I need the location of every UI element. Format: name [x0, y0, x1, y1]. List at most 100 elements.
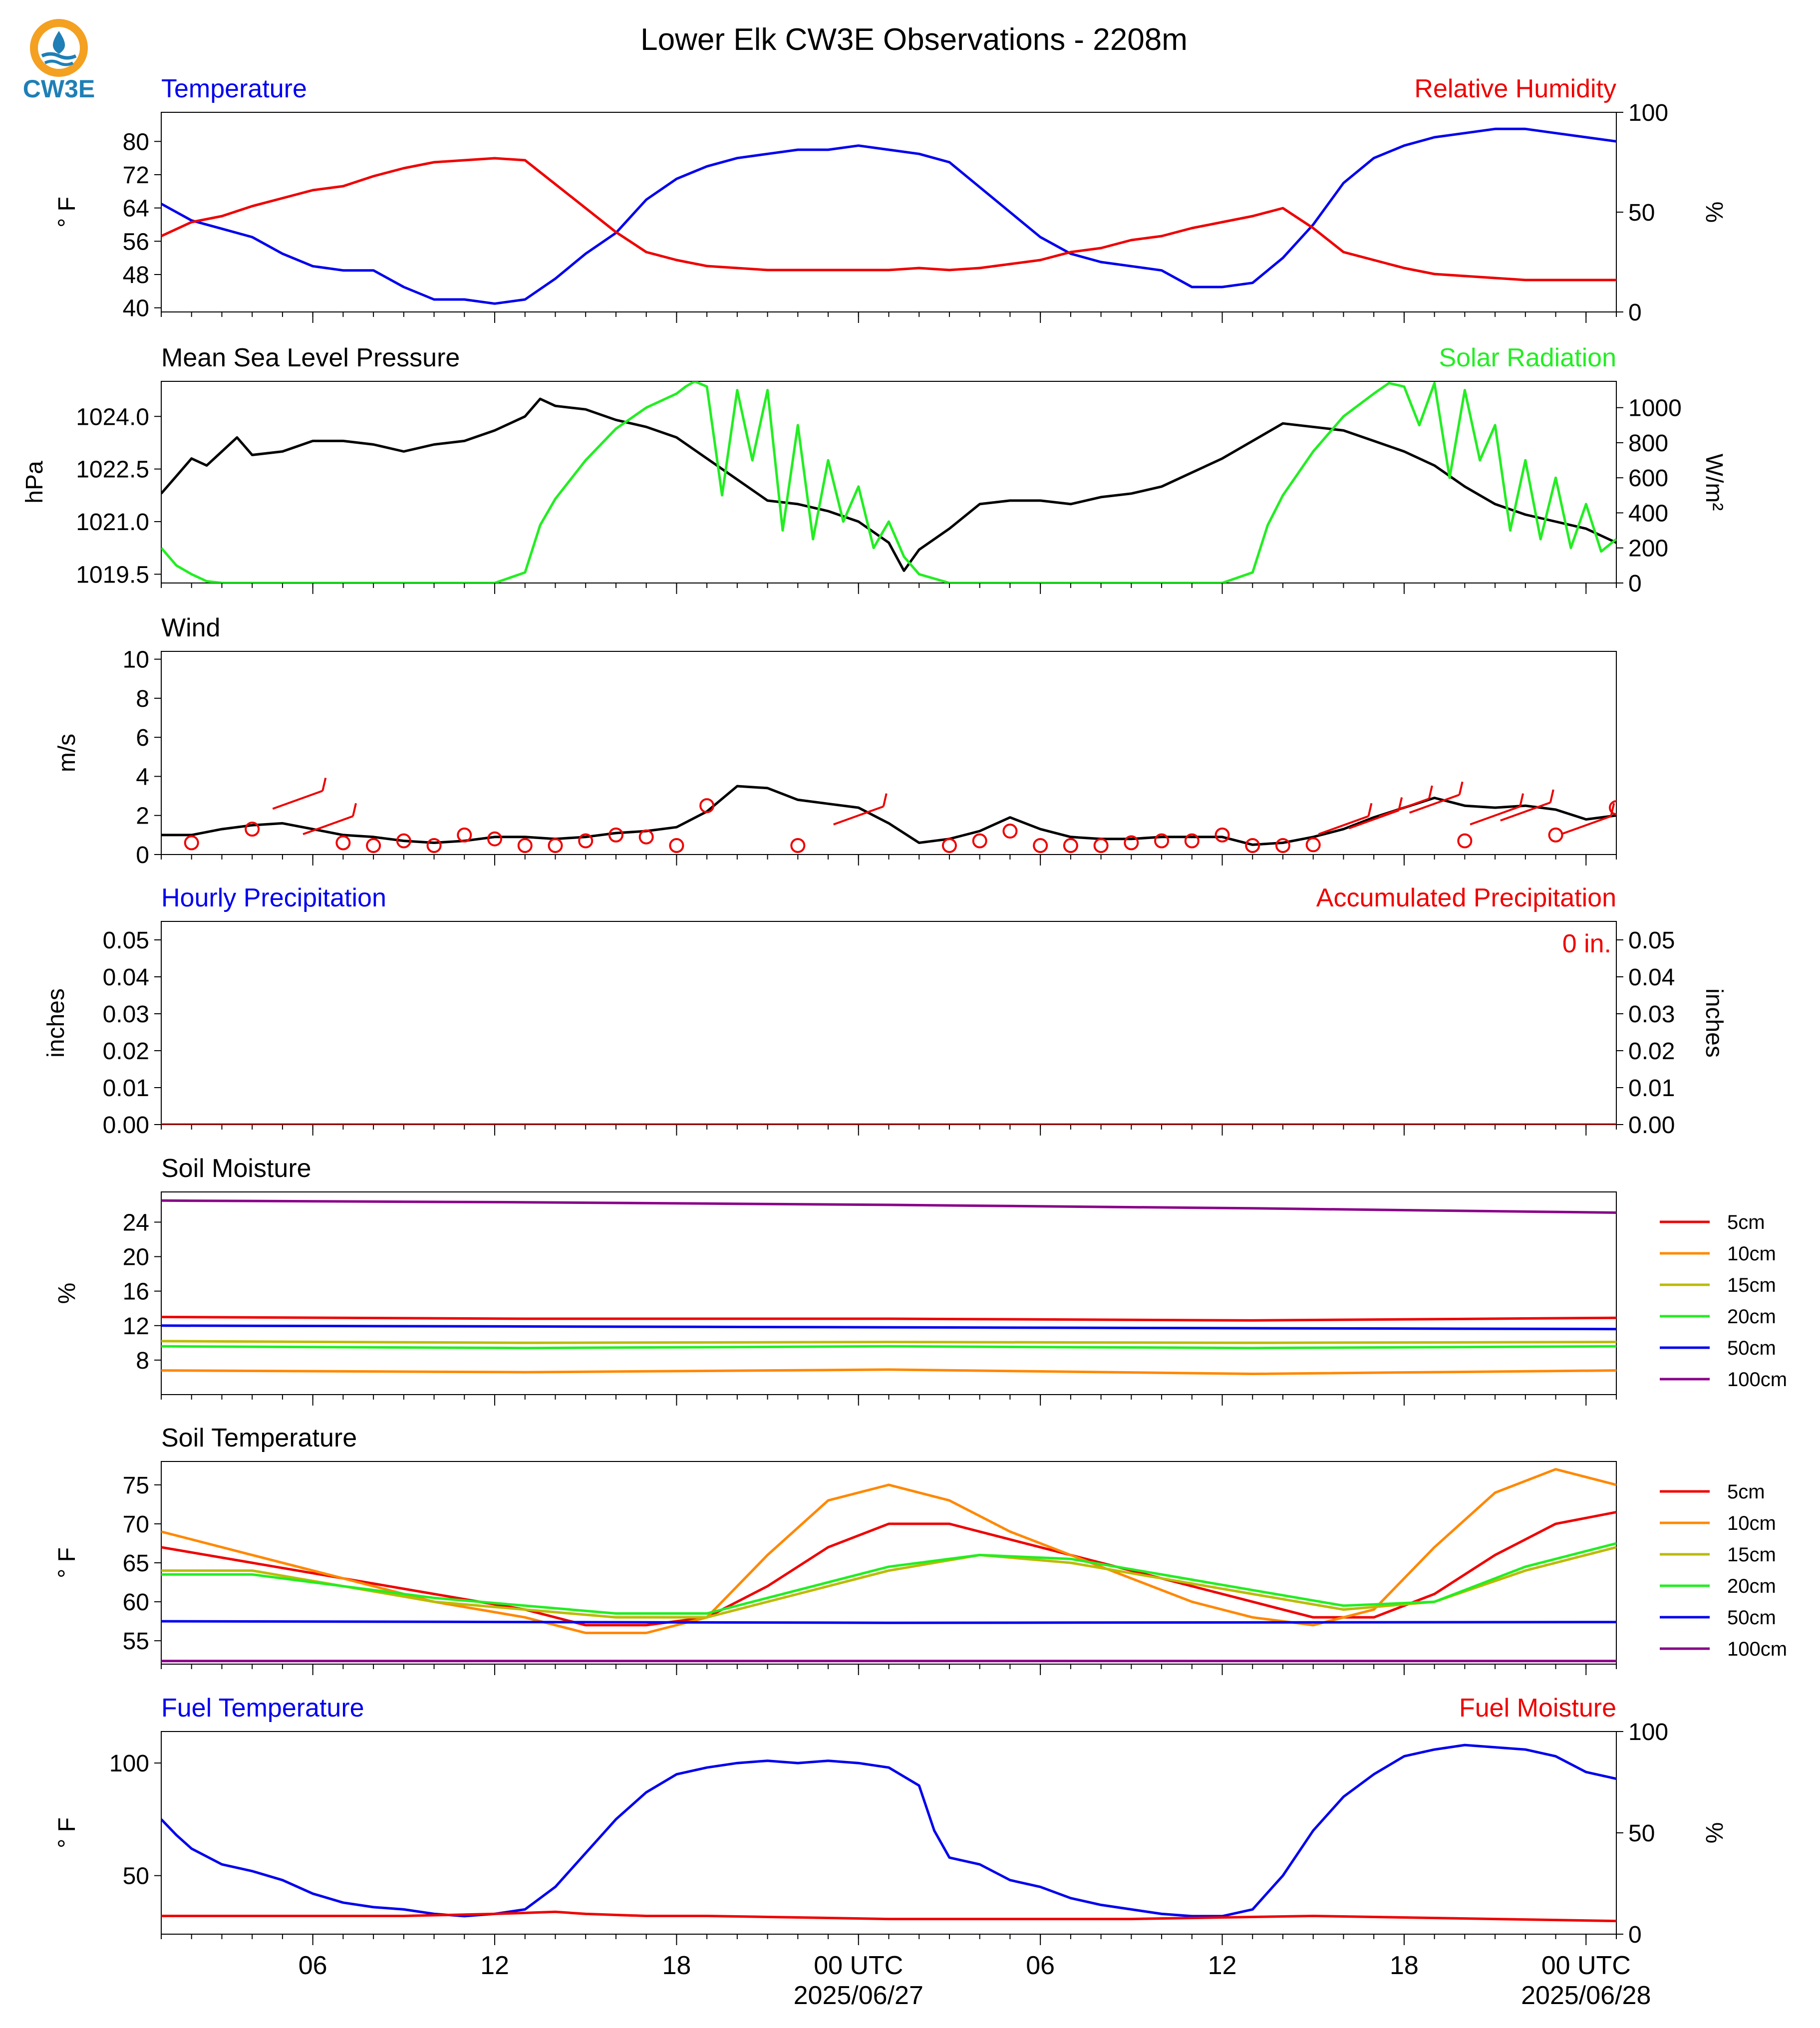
y-tick-label: 100 [109, 1750, 149, 1777]
y-tick-label-right: 600 [1628, 465, 1668, 492]
wind-barb-flag [1519, 793, 1524, 807]
wind-calm-circle [1305, 837, 1321, 853]
x-tick-label: 18 [1390, 1951, 1419, 1980]
series-group [161, 1199, 1616, 1375]
panel-title-right: Fuel Moisture [1459, 1694, 1616, 1723]
y-tick-label: 75 [123, 1472, 149, 1499]
series-group [161, 777, 1616, 853]
y-tick-label: 56 [123, 229, 149, 255]
wind-barb-shaft [303, 815, 353, 836]
plot-frame [161, 381, 1617, 583]
series-line-solar-radiation [161, 381, 1616, 583]
y-tick-label: 60 [123, 1589, 149, 1616]
wind-barb-shaft [1409, 794, 1460, 814]
plot-frame [161, 1731, 1617, 1935]
y-tick-label-right: 50 [1628, 1820, 1655, 1847]
series-line-20cm [161, 1542, 1616, 1615]
legend-label: 50cm [1727, 1607, 1776, 1629]
series-line-relative-humidity [161, 157, 1616, 282]
legend-label: 100cm [1727, 1638, 1787, 1660]
wind-calm-circle [457, 827, 472, 843]
wind-barb-flag [1549, 789, 1554, 803]
y-tick-label: 24 [123, 1209, 149, 1236]
y-tick-label: 1024.0 [76, 404, 149, 430]
series-group [161, 1743, 1616, 1923]
y-axis-label-right: W/m² [1701, 454, 1727, 511]
series-line-wind [161, 785, 1616, 846]
wind-barb-flag [1367, 803, 1373, 817]
series-line-5cm [161, 1511, 1616, 1627]
legend-label: 50cm [1727, 1337, 1776, 1359]
wind-calm-circle [517, 838, 533, 853]
wind-calm-circle [1154, 833, 1170, 849]
wind-calm-circle [1184, 833, 1200, 849]
y-tick-label: 40 [123, 295, 149, 322]
y-tick-label: 6 [136, 725, 149, 751]
series-line-5cm [161, 1316, 1616, 1322]
panel-title-left: Hourly Precipitation [161, 883, 386, 912]
y-tick-label-right: 0.03 [1628, 1001, 1675, 1028]
y-tick-label: 12 [123, 1313, 149, 1340]
y-tick-label: 1022.5 [76, 457, 149, 483]
plot-frame [161, 1461, 1617, 1665]
legend-label: 100cm [1727, 1369, 1787, 1391]
y-tick-label: 0.03 [103, 1001, 149, 1028]
y-tick-label: 2 [136, 803, 149, 830]
y-axis-label-right: % [1701, 202, 1727, 223]
wind-barb-shaft [1470, 805, 1520, 826]
wind-calm-circle [790, 838, 806, 853]
y-tick-label: 65 [123, 1550, 149, 1577]
wind-calm-circle [426, 838, 442, 853]
plot-frame [161, 921, 1617, 1125]
wind-barb-shaft [1318, 815, 1369, 836]
series-line-100cm [161, 1199, 1616, 1214]
series-group [161, 1468, 1616, 1663]
series-line-fuel-temperature [161, 1743, 1616, 1918]
y-tick-label-right: 0.01 [1628, 1075, 1675, 1102]
y-tick-label: 0 [136, 842, 149, 869]
series-line-50cm [161, 1620, 1616, 1624]
wind-calm-circle [1063, 838, 1078, 853]
series-line-10cm [161, 1468, 1616, 1634]
legend-label: 15cm [1727, 1274, 1776, 1296]
panel-title-left: Wind [161, 613, 220, 642]
x-tick-label: 00 UTC [814, 1951, 903, 1980]
x-tick-label: 06 [299, 1951, 327, 1980]
y-tick-label: 0.01 [103, 1075, 149, 1102]
x-tick-date-label: 2025/06/28 [1521, 1981, 1651, 2010]
y-axis-label: ° F [54, 197, 80, 228]
plot-frame [161, 1191, 1617, 1395]
logo-wave-icon-2 [44, 59, 74, 66]
wind-barb-shaft [833, 805, 884, 826]
x-tick-label: 00 UTC [1541, 1951, 1631, 1980]
y-tick-label-right: 100 [1628, 100, 1668, 126]
logo-wave-icon [41, 52, 77, 60]
logo-text: CW3E [23, 75, 95, 103]
wind-barb-shaft [1379, 798, 1430, 818]
wind-calm-circle [941, 838, 957, 853]
wind-calm-circle [669, 838, 684, 853]
y-tick-label-right: 1000 [1628, 395, 1682, 422]
y-axis-label: ° F [54, 1817, 80, 1848]
wind-barb-shaft [1560, 815, 1611, 836]
wind-calm-circle [1275, 838, 1290, 853]
y-tick-label: 0.00 [103, 1112, 149, 1139]
wind-calm-circle [1245, 838, 1260, 853]
wind-calm-circle [184, 835, 199, 851]
y-axis-label: hPa [21, 461, 48, 504]
wind-barb-shaft [272, 790, 323, 810]
plot-frame [161, 112, 1617, 312]
series-line-15cm [161, 1546, 1616, 1619]
y-tick-label: 8 [136, 1348, 149, 1374]
wind-calm-circle [1609, 800, 1616, 816]
y-axis-label-right: inches [1701, 988, 1727, 1058]
y-tick-label: 0.02 [103, 1038, 149, 1065]
panel-title-left: Mean Sea Level Pressure [161, 343, 460, 372]
wind-calm-circle [1457, 833, 1473, 849]
y-tick-label: 1019.5 [76, 562, 149, 588]
panel-title-right: Accumulated Precipitation [1316, 883, 1616, 912]
wind-calm-circle [548, 838, 563, 853]
y-axis-label: ° F [54, 1547, 80, 1578]
wind-calm-circle [608, 827, 623, 843]
